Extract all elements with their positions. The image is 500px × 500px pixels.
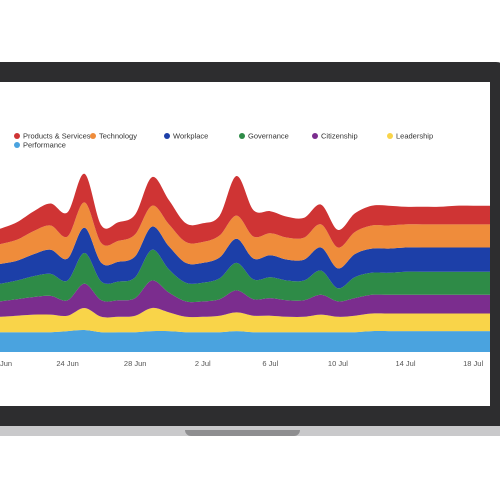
legend-label: Governance bbox=[248, 131, 289, 141]
legend-item-workplace[interactable]: Workplace bbox=[164, 131, 208, 141]
legend-label: Performance bbox=[23, 140, 66, 150]
x-tick-label: 14 Jul bbox=[396, 359, 416, 368]
x-tick-label: 6 Jul bbox=[262, 359, 278, 368]
chart-legend: Products & Services Technology Workplace… bbox=[14, 131, 484, 161]
legend-item-governance[interactable]: Governance bbox=[239, 131, 289, 141]
legend-item-performance[interactable]: Performance bbox=[14, 140, 66, 150]
laptop-base-notch bbox=[185, 430, 300, 436]
x-tick-label: Jun bbox=[0, 359, 12, 368]
x-tick-label: 24 Jun bbox=[56, 359, 79, 368]
x-tick-label: 10 Jul bbox=[328, 359, 348, 368]
legend-label: Products & Services bbox=[23, 131, 91, 141]
legend-item-products-services[interactable]: Products & Services bbox=[14, 131, 91, 141]
legend-item-citizenship[interactable]: Citizenship bbox=[312, 131, 358, 141]
legend-dot bbox=[90, 133, 96, 140]
series-area-workplace[interactable] bbox=[0, 226, 490, 289]
legend-label: Leadership bbox=[396, 131, 434, 141]
legend-dot bbox=[14, 133, 20, 140]
series-area-products-services[interactable] bbox=[0, 173, 490, 248]
x-tick-label: 2 Jul bbox=[195, 359, 211, 368]
series-area-leadership[interactable] bbox=[0, 307, 490, 333]
series-area-technology[interactable] bbox=[0, 202, 490, 269]
series-area-governance[interactable] bbox=[0, 249, 490, 303]
legend-dot bbox=[312, 133, 318, 140]
legend-label: Technology bbox=[99, 131, 137, 141]
legend-dot bbox=[387, 133, 393, 140]
x-tick-label: 28 Jun bbox=[124, 359, 147, 368]
legend-label: Workplace bbox=[173, 131, 209, 141]
legend-item-technology[interactable]: Technology bbox=[90, 131, 137, 141]
legend-dot bbox=[164, 133, 170, 140]
x-tick-label: 18 Jul bbox=[463, 359, 483, 368]
series-area-performance[interactable] bbox=[0, 329, 490, 352]
legend-item-leadership[interactable]: Leadership bbox=[387, 131, 433, 141]
series-area-citizenship[interactable] bbox=[0, 280, 490, 318]
legend-label: Citizenship bbox=[321, 131, 358, 141]
legend-dot bbox=[14, 142, 20, 149]
legend-dot bbox=[239, 133, 245, 140]
